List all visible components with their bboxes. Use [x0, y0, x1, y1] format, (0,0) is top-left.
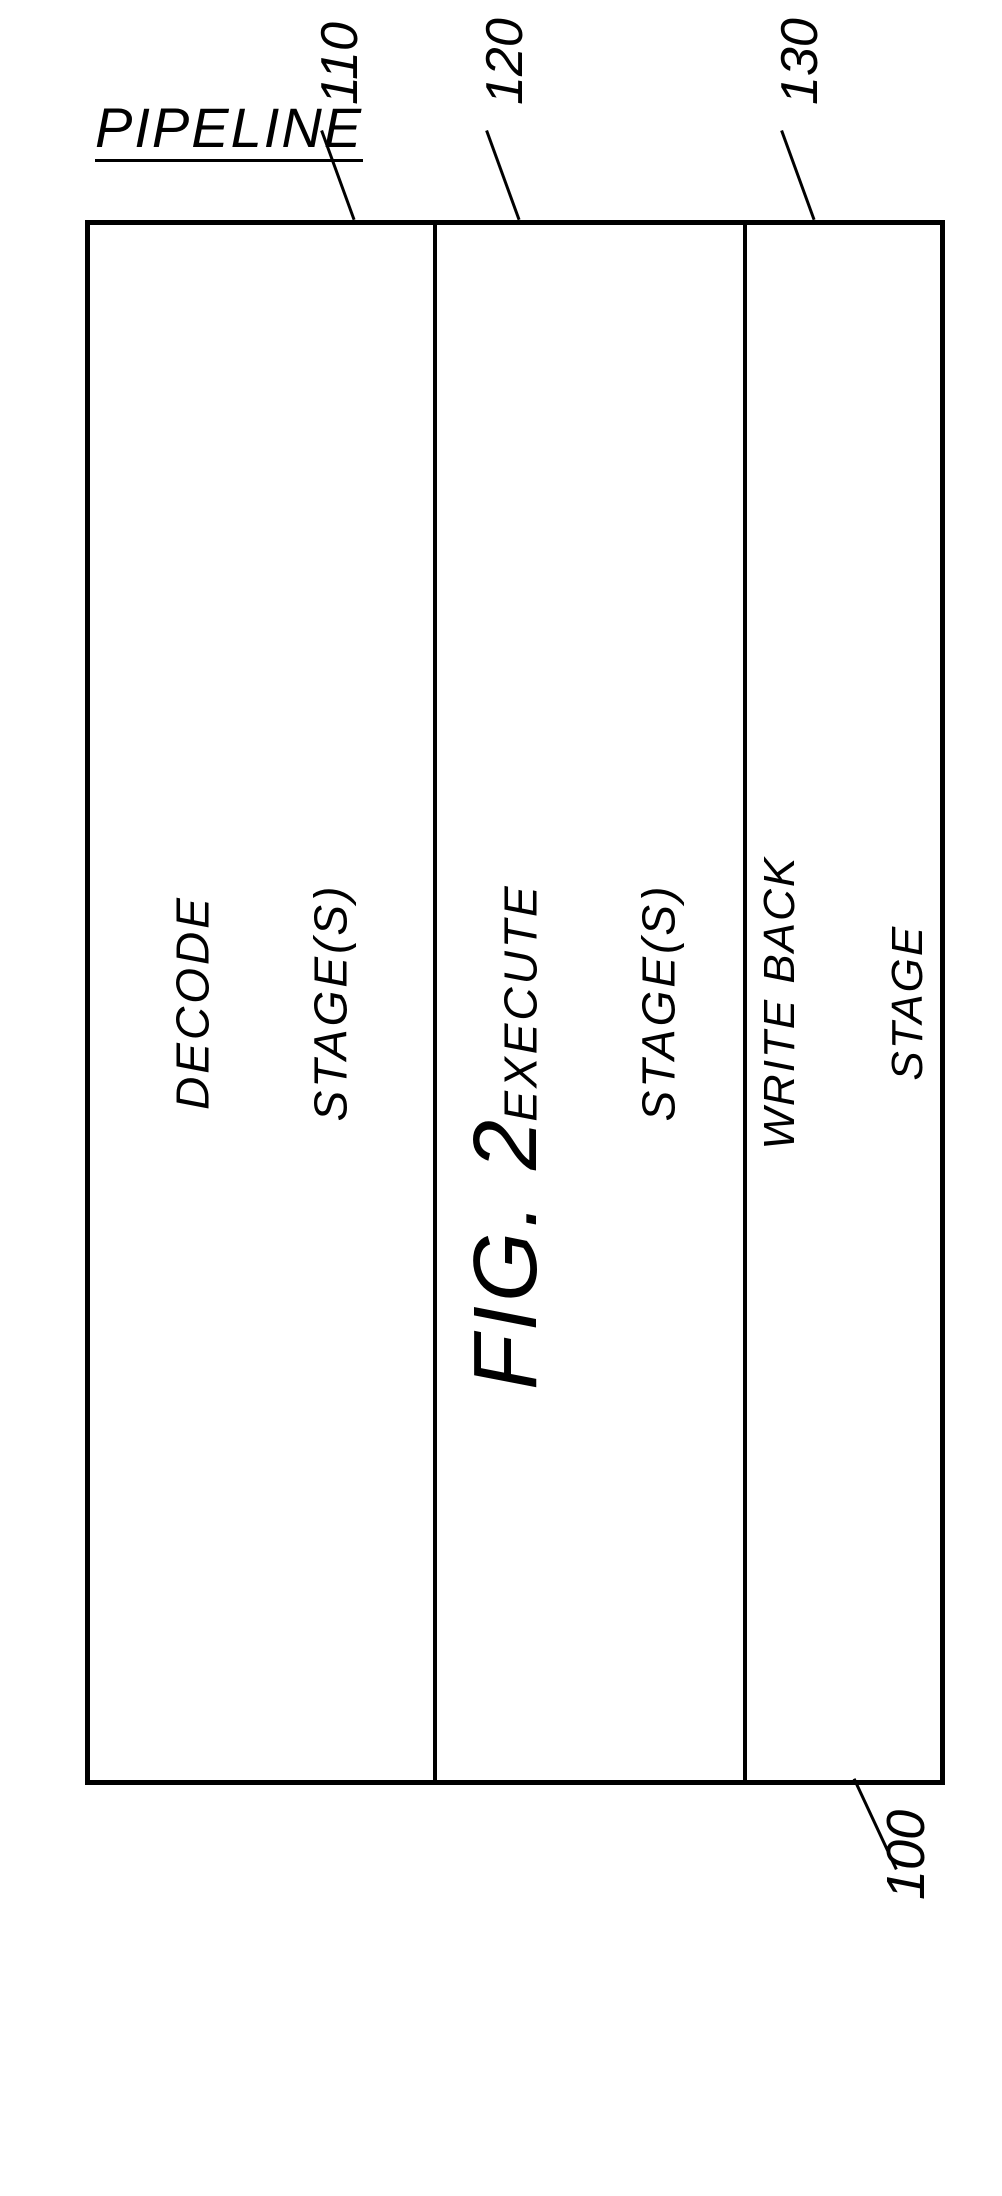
stage-writeback-box: WRITE BACK STAGE	[745, 220, 945, 1785]
stage-decode-line1: DECODE	[158, 884, 227, 1122]
ref-130-text: 130	[771, 18, 829, 105]
ref-100: 100	[875, 1810, 937, 1900]
stage-execute-box: EXECUTE STAGE(S)	[435, 220, 745, 1785]
ref-110-text: 110	[311, 22, 369, 105]
stage-decode-line2: STAGE(S)	[296, 884, 365, 1122]
ref-120: 120	[475, 18, 535, 105]
ref-130: 130	[770, 18, 830, 105]
stage-writeback-label: WRITE BACK STAGE	[748, 856, 939, 1150]
stage-execute-line2: STAGE(S)	[624, 883, 693, 1121]
figure-canvas-main: PIPELINE DECODE STAGE(S) EXECUTE STAGE(S…	[0, 0, 1002, 2196]
ref-110: 110	[310, 22, 370, 105]
stage-writeback-line2: STAGE	[875, 856, 939, 1150]
figure-caption-text: FIG. 2	[456, 1116, 556, 1390]
ref-130-leader	[780, 130, 815, 220]
ref-100-text: 100	[876, 1810, 936, 1900]
ref-120-leader	[485, 130, 520, 220]
stage-execute-label: EXECUTE STAGE(S)	[486, 883, 693, 1121]
stage-writeback-line1: WRITE BACK	[748, 856, 812, 1150]
ref-120-text: 120	[476, 18, 534, 105]
stage-decode-box: DECODE STAGE(S)	[85, 220, 435, 1785]
figure-caption: FIG. 2	[455, 1116, 558, 1390]
stage-execute-line1: EXECUTE	[486, 883, 555, 1121]
stage-decode-label: DECODE STAGE(S)	[158, 884, 365, 1122]
